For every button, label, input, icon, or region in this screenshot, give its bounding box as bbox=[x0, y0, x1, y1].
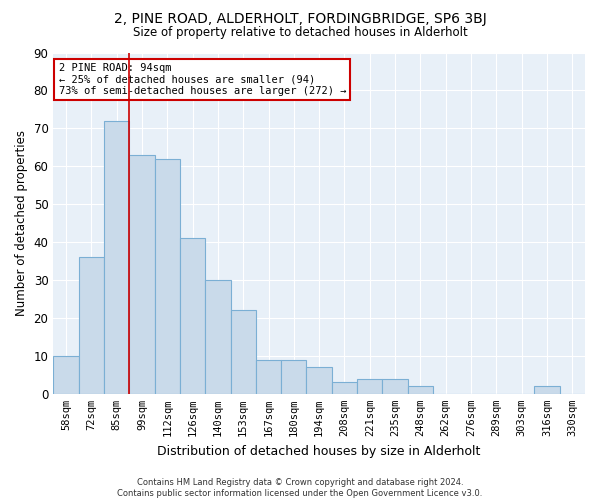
Bar bbox=[256, 360, 281, 394]
Text: 2, PINE ROAD, ALDERHOLT, FORDINGBRIDGE, SP6 3BJ: 2, PINE ROAD, ALDERHOLT, FORDINGBRIDGE, … bbox=[113, 12, 487, 26]
Bar bbox=[535, 386, 560, 394]
Bar bbox=[230, 310, 256, 394]
Y-axis label: Number of detached properties: Number of detached properties bbox=[15, 130, 28, 316]
Bar bbox=[408, 386, 433, 394]
Bar bbox=[357, 378, 382, 394]
Text: Contains HM Land Registry data © Crown copyright and database right 2024.
Contai: Contains HM Land Registry data © Crown c… bbox=[118, 478, 482, 498]
Bar bbox=[129, 155, 155, 394]
Bar bbox=[79, 258, 104, 394]
Bar bbox=[281, 360, 307, 394]
Bar bbox=[205, 280, 230, 394]
X-axis label: Distribution of detached houses by size in Alderholt: Distribution of detached houses by size … bbox=[157, 444, 481, 458]
Bar bbox=[307, 368, 332, 394]
Bar bbox=[104, 121, 129, 394]
Bar bbox=[382, 378, 408, 394]
Text: Size of property relative to detached houses in Alderholt: Size of property relative to detached ho… bbox=[133, 26, 467, 39]
Bar bbox=[155, 158, 180, 394]
Bar bbox=[180, 238, 205, 394]
Bar bbox=[53, 356, 79, 394]
Bar bbox=[332, 382, 357, 394]
Text: 2 PINE ROAD: 94sqm
← 25% of detached houses are smaller (94)
73% of semi-detache: 2 PINE ROAD: 94sqm ← 25% of detached hou… bbox=[59, 62, 346, 96]
